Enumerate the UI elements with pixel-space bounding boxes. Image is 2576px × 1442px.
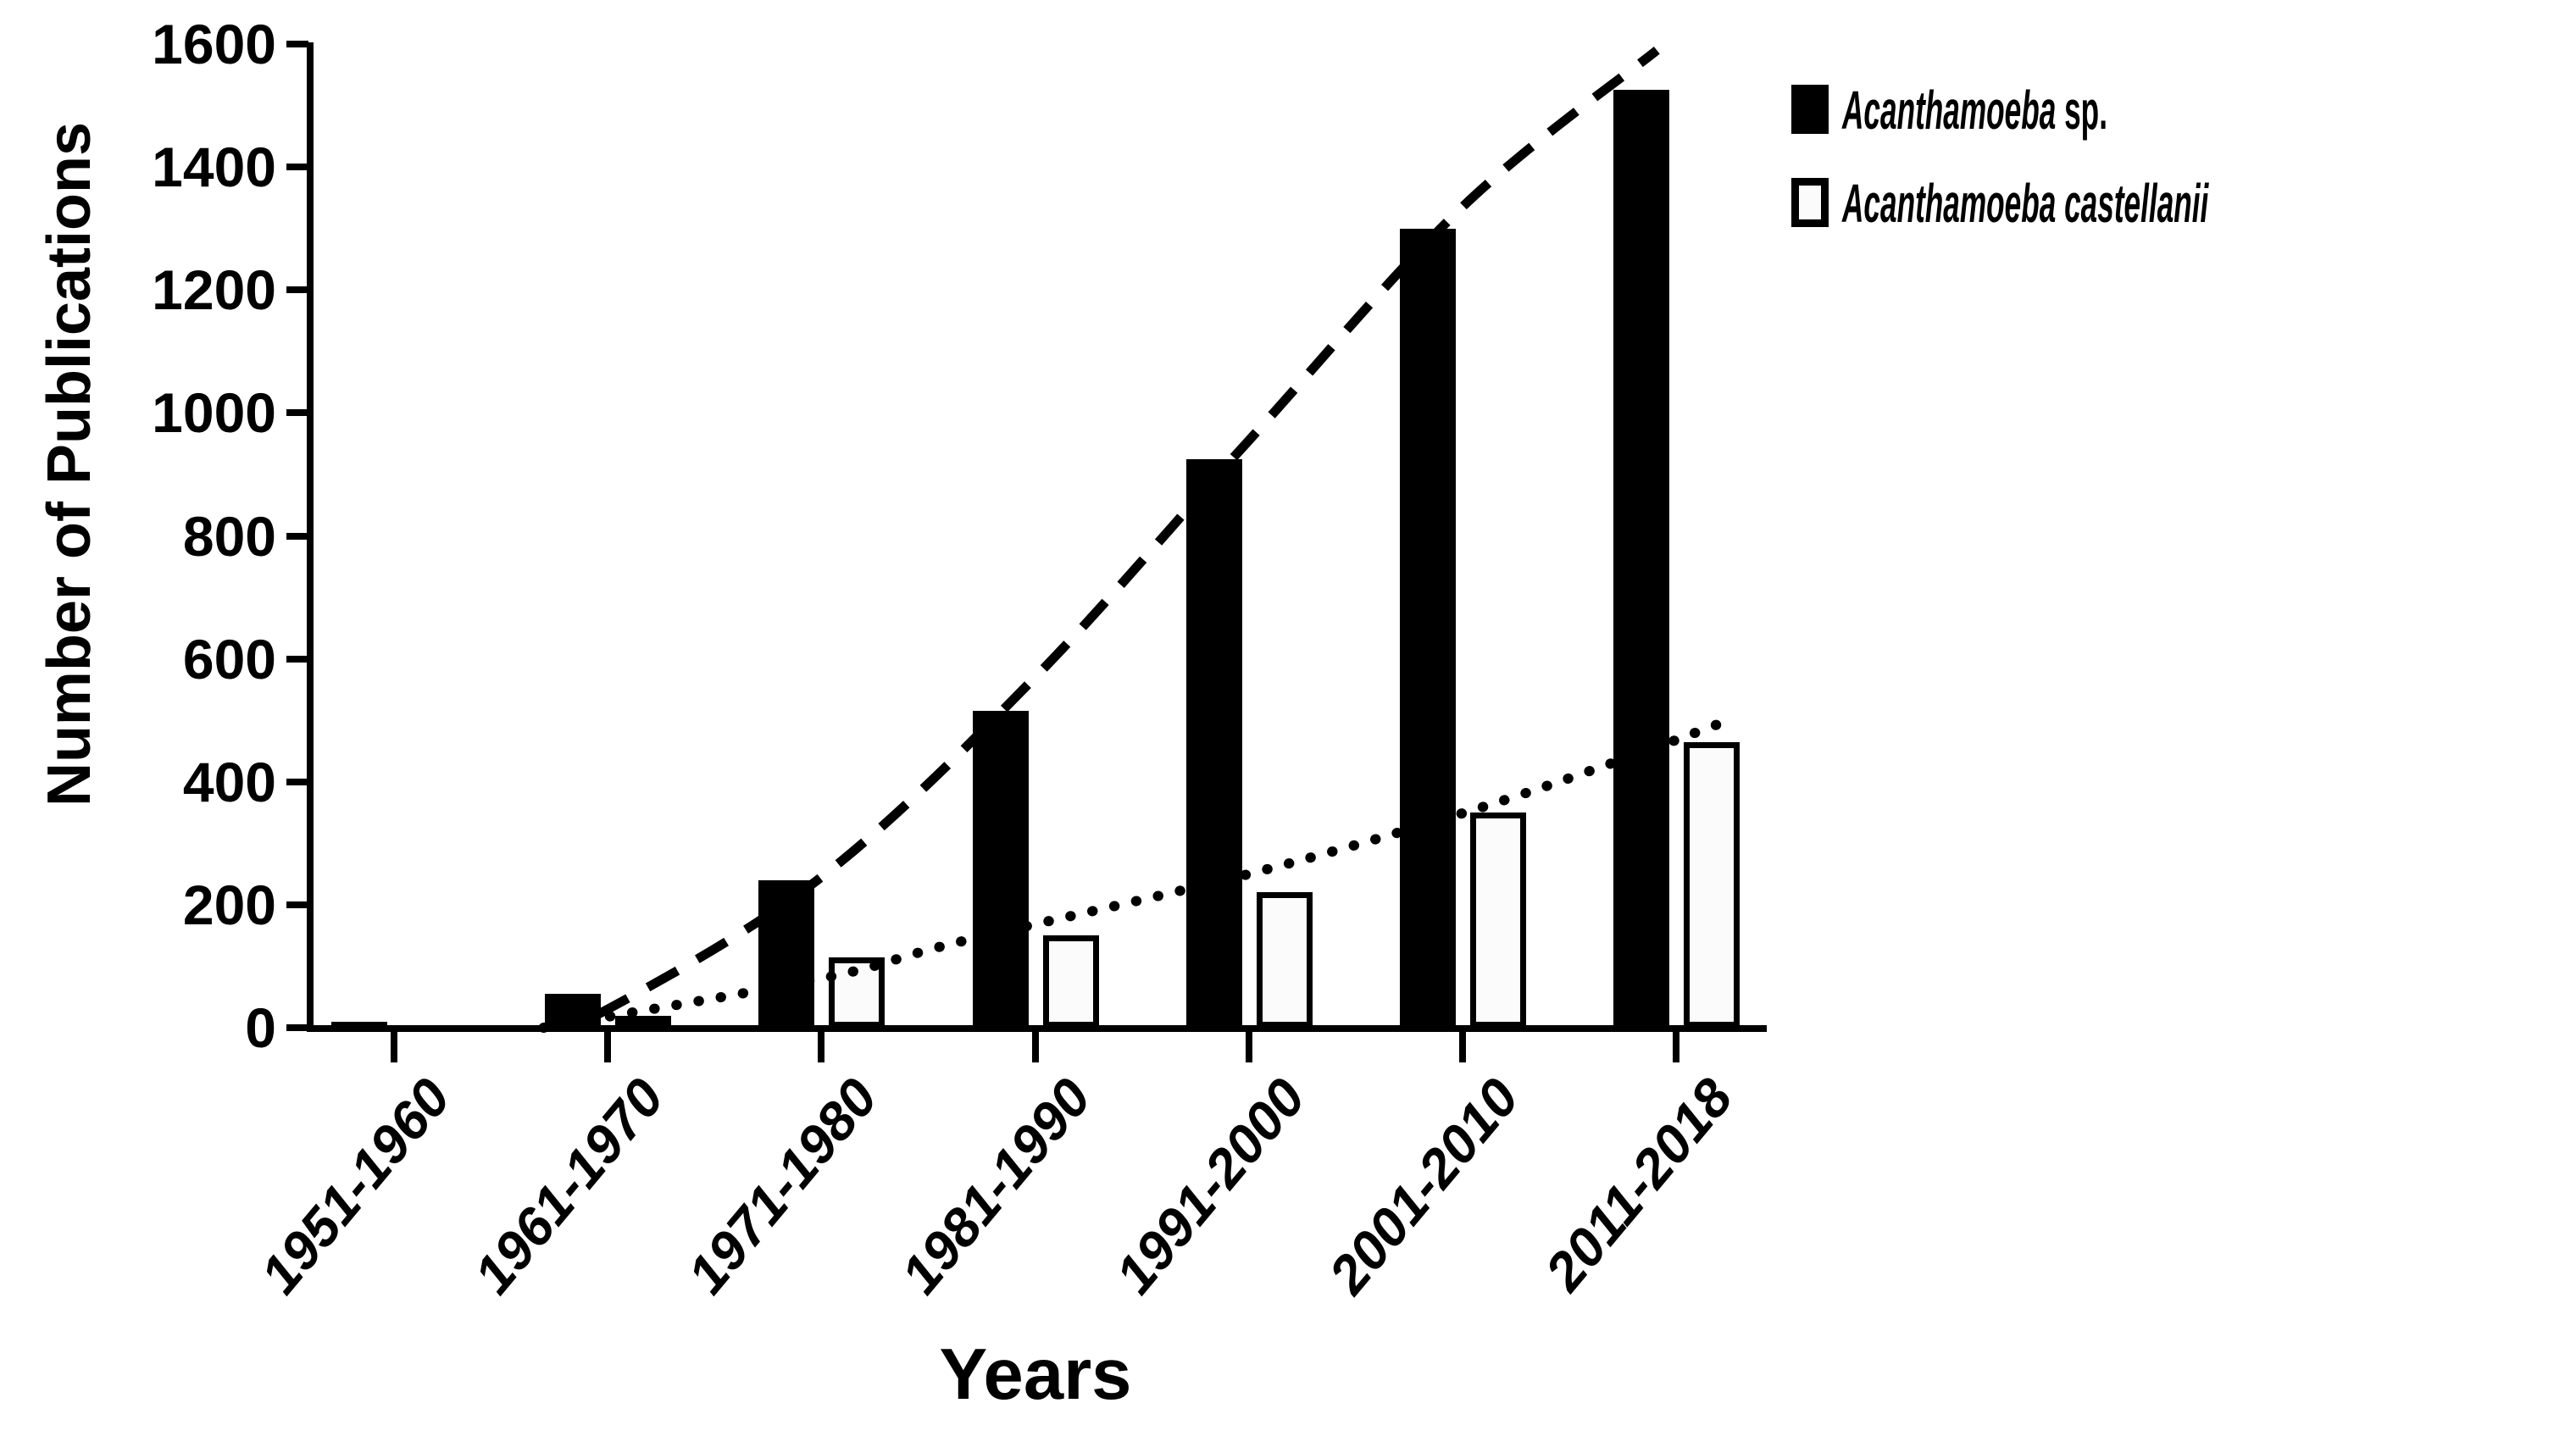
y-tick-label: 1400 <box>152 136 276 199</box>
bar-acanthamoeba-sp <box>545 994 602 1028</box>
x-tick-mark <box>1673 1032 1680 1062</box>
x-tick-label: 1951-1960 <box>248 1067 463 1306</box>
y-tick-label: 400 <box>182 750 276 813</box>
bar-acanthamoeba-sp <box>758 879 815 1028</box>
x-tick-label: 1961-1970 <box>462 1067 676 1306</box>
y-tick-mark <box>286 901 308 908</box>
bar-acanthamoeba-castellanii <box>1684 741 1740 1028</box>
y-tick-label: 600 <box>182 627 276 690</box>
x-tick-mark <box>1458 1032 1466 1062</box>
y-tick-mark <box>286 286 308 294</box>
y-tick-mark <box>286 778 308 785</box>
bar-acanthamoeba-sp <box>331 1021 387 1028</box>
x-tick-label: 1971-1980 <box>675 1067 890 1306</box>
legend-swatch-acanthamoeba-castellanii <box>1791 178 1829 227</box>
legend-label-acanthamoeba-sp: Acanthamoeba sp. <box>1842 83 2107 137</box>
x-tick-mark <box>391 1032 397 1062</box>
y-tick-label: 1200 <box>152 258 276 322</box>
y-tick-mark <box>286 655 308 663</box>
legend-text-regular: sp. <box>2056 80 2107 141</box>
bar-acanthamoeba-sp <box>1185 458 1242 1028</box>
y-axis-line <box>307 42 314 1032</box>
y-tick-label: 200 <box>182 873 276 936</box>
x-tick-mark <box>818 1032 825 1062</box>
bar-acanthamoeba-castellanii <box>615 1016 672 1028</box>
x-tick-label: 1991-2000 <box>1102 1067 1317 1306</box>
x-tick-mark <box>1245 1032 1252 1062</box>
y-tick-mark <box>286 164 308 171</box>
y-tick-mark <box>286 1024 308 1031</box>
x-axis-title: Years <box>939 1334 1132 1415</box>
bar-acanthamoeba-castellanii <box>1469 813 1526 1028</box>
legend-swatch-acanthamoeba-sp <box>1791 85 1829 134</box>
x-tick-label: 2011-2018 <box>1533 1067 1745 1302</box>
bar-acanthamoeba-castellanii <box>829 957 886 1028</box>
x-tick-label: 1981-1990 <box>889 1067 1103 1306</box>
bar-acanthamoeba-sp <box>1399 228 1456 1028</box>
legend-text-italic: Acanthamoeba <box>1842 80 2057 141</box>
bar-acanthamoeba-castellanii <box>1042 935 1099 1028</box>
x-tick-mark <box>1031 1032 1039 1062</box>
bar-acanthamoeba-castellanii <box>1256 892 1313 1028</box>
legend-text-italic: Acanthamoeba castellanii <box>1842 173 2209 234</box>
x-tick-label: 2001-2010 <box>1317 1067 1530 1306</box>
y-tick-label: 0 <box>245 996 276 1059</box>
x-tick-mark <box>604 1032 612 1062</box>
y-tick-label: 800 <box>182 504 276 568</box>
y-axis-title: Number of Publications <box>36 121 103 807</box>
y-tick-label: 1600 <box>152 13 276 75</box>
y-tick-label: 1000 <box>152 381 276 445</box>
x-axis-line <box>307 1025 1767 1032</box>
legend-label-acanthamoeba-castellanii: Acanthamoeba castellanii <box>1842 176 2208 230</box>
dotted-trend-line <box>538 716 1730 1033</box>
bar-acanthamoeba-sp <box>972 711 1029 1028</box>
y-tick-mark <box>286 532 308 540</box>
y-tick-mark <box>286 409 308 417</box>
y-tick-mark <box>286 41 308 47</box>
bar-acanthamoeba-sp <box>1613 90 1670 1028</box>
